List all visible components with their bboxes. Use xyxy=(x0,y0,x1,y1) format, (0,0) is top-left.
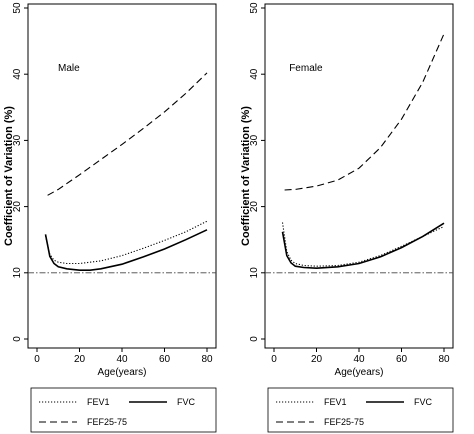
series-line-fev1 xyxy=(281,222,445,267)
x-axis-title: Age(years) xyxy=(335,367,384,378)
y-axis-title: Coefficient of Variation (%) xyxy=(3,106,15,246)
y-tick-label: 40 xyxy=(12,68,23,80)
panel-label: Female xyxy=(289,63,323,74)
female-chart: 0 10 20 30 40 50 0 20 40 60 80 Coefficient of Varia… xyxy=(240,2,454,433)
legend-label-fev1: FEV1 xyxy=(87,397,110,407)
x-tick-label: 0 xyxy=(271,354,277,365)
y-tick-label: 30 xyxy=(249,134,260,146)
y-tick-label: 20 xyxy=(12,201,23,213)
legend-label-fef25-75: FEF25-75 xyxy=(324,417,364,427)
x-tick-label: 60 xyxy=(159,354,171,365)
y-axis-title: Coefficient of Variation (%) xyxy=(240,106,252,246)
series-line-fef25-75 xyxy=(284,33,445,191)
legend-label-fef25-75: FEF25-75 xyxy=(87,417,127,427)
series-line-fef25-75 xyxy=(47,72,208,196)
y-tick-label: 40 xyxy=(249,68,260,80)
male-chart: 0 10 20 30 40 50 0 20 40 60 80 Coefficient of Varia… xyxy=(3,2,217,433)
y-tick-label: 30 xyxy=(12,134,23,146)
legend xyxy=(30,387,217,433)
x-tick-label: 20 xyxy=(311,354,323,365)
y-tick-label: 20 xyxy=(249,201,260,213)
x-tick-label: 20 xyxy=(74,354,86,365)
series-line-fvc xyxy=(44,229,208,271)
x-tick-label: 40 xyxy=(116,354,128,365)
male-chart-panel: 0 10 20 30 40 50 0 20 40 60 80 Coefficient of Varia… xyxy=(3,2,217,433)
x-tick-label: 80 xyxy=(438,354,450,365)
y-tick-label: 0 xyxy=(249,336,260,342)
y-tick-label: 50 xyxy=(12,2,23,14)
legend-label-fvc: FVC xyxy=(177,397,196,407)
y-tick-label: 10 xyxy=(249,267,260,279)
x-tick-label: 60 xyxy=(396,354,408,365)
legend-label-fvc: FVC xyxy=(414,397,433,407)
y-tick-label: 0 xyxy=(12,336,23,342)
x-axis-title: Age(years) xyxy=(98,367,147,378)
legend xyxy=(267,387,454,433)
female-chart-panel: 0 10 20 30 40 50 0 20 40 60 80 Coefficient of Varia… xyxy=(237,0,474,434)
legend-label-fev1: FEV1 xyxy=(324,397,347,407)
x-tick-label: 40 xyxy=(353,354,365,365)
series-line-fvc xyxy=(281,222,445,270)
series-line-fev1 xyxy=(44,220,208,265)
plot-frame-0 xyxy=(27,3,217,349)
y-tick-label: 50 xyxy=(249,2,260,14)
panel-label: Male xyxy=(58,63,80,74)
x-tick-label: 0 xyxy=(34,354,40,365)
x-tick-label: 80 xyxy=(201,354,213,365)
y-tick-label: 10 xyxy=(12,267,23,279)
plot-frame-1 xyxy=(264,3,454,349)
